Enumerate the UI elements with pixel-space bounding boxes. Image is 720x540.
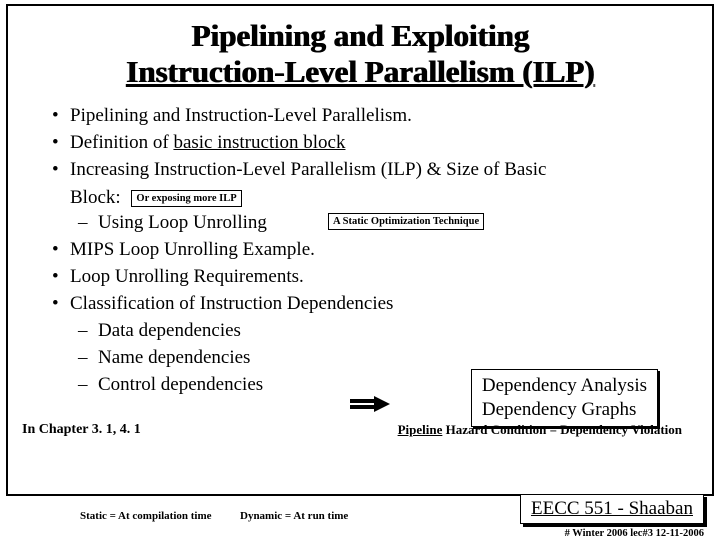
bullet-3b: Block: — [70, 187, 121, 208]
dynamic-note: Dynamic = At run time — [240, 510, 348, 522]
static-note: Static = At compilation time — [80, 510, 212, 522]
date-label: # Winter 2006 lec#3 12-11-2006 — [565, 528, 704, 539]
sub-name-dep: Name dependencies — [48, 345, 682, 370]
bullet-3-cont: Block: Or exposing more ILP — [48, 185, 682, 210]
dependency-box: Dependency Analysis Dependency Graphs — [471, 369, 658, 427]
bullet-5: Loop Unrolling Requirements. — [48, 264, 682, 289]
bullet-2-pre: Definition of — [70, 132, 173, 153]
slide-border: Pipelining and Exploiting Instruction-Le… — [6, 4, 714, 496]
sub-unrolling-text: Using Loop Unrolling — [98, 212, 267, 233]
annot-expose: Or exposing more ILP — [131, 190, 241, 208]
course-box: EECC 551 - Shaaban — [520, 494, 704, 524]
bullet-2: Definition of basic instruction block — [48, 130, 682, 155]
title-line2: Instruction-Level Parallelism (ILP) — [126, 54, 594, 89]
content-area: Pipelining and Instruction-Level Paralle… — [8, 99, 712, 397]
bullet-6: Classification of Instruction Dependenci… — [48, 291, 682, 316]
hazard-pipeline: Pipeline — [398, 422, 443, 437]
dep-box-l2: Dependency Graphs — [482, 398, 647, 422]
title-line1: Pipelining and Exploiting — [191, 18, 529, 53]
dep-box-l1: Dependency Analysis — [482, 374, 647, 398]
hazard-note: Pipeline Hazard Condition = Dependency V… — [398, 422, 682, 438]
bullet-1: Pipelining and Instruction-Level Paralle… — [48, 103, 682, 128]
bullet-2-underline: basic instruction block — [173, 132, 345, 153]
annot-static-opt: A Static Optimization Technique — [328, 213, 484, 231]
hazard-rest: Hazard Condition = Dependency Violation — [442, 422, 682, 437]
footer: Static = At compilation time Dynamic = A… — [0, 498, 720, 540]
slide-title: Pipelining and Exploiting Instruction-Le… — [8, 6, 712, 99]
bullet-4: MIPS Loop Unrolling Example. — [48, 237, 682, 262]
sub-data-dep: Data dependencies — [48, 318, 682, 343]
bullet-3: Increasing Instruction-Level Parallelism… — [48, 157, 682, 182]
arrow-icon — [348, 394, 392, 414]
sub-unrolling: Using Loop Unrolling A Static Optimizati… — [48, 210, 682, 235]
chapter-ref: In Chapter 3. 1, 4. 1 — [22, 422, 141, 438]
